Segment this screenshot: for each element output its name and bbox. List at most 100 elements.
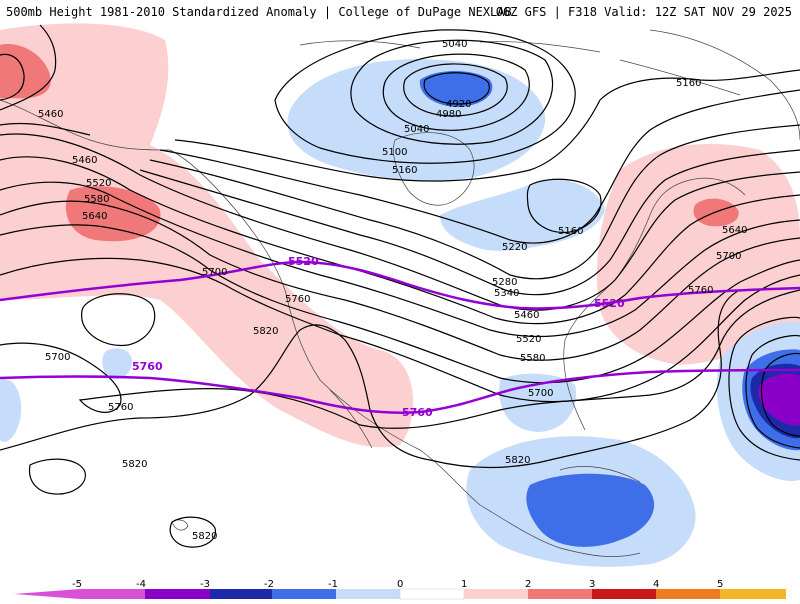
colorbar-tick-pos3: 3: [589, 579, 595, 590]
label-5820-b: 5820: [122, 459, 147, 470]
anomaly-colorbar: -5 -4 -3 -2 -1 0 1 2 3 4 5: [0, 577, 800, 600]
height-contours: [0, 24, 800, 548]
contour-atlantic-low-mid: [745, 334, 800, 449]
label-5460-west-b: 5460: [72, 155, 97, 166]
contour-labels: 5040 4920 4980 5040 5100 5160 5160 5160 …: [38, 39, 747, 542]
colorbar-right-arrow: [720, 589, 786, 599]
label-5580-west: 5580: [84, 194, 109, 205]
colorbar-segment-neg4: [145, 589, 210, 599]
negative-anomaly-great-lakes: [440, 179, 605, 251]
label-5820-d: 5820: [192, 531, 217, 542]
label-5700-east: 5700: [716, 251, 741, 262]
colorbar-segment-neutral: [399, 588, 465, 600]
colorbar-tick-pos1: 1: [461, 579, 467, 590]
colorbar-tick-pos2: 2: [525, 579, 531, 590]
contour-5100: [0, 29, 576, 164]
purple-label-5760-center: 5760: [402, 406, 433, 419]
contour-5640: [0, 224, 800, 384]
coastlines: [0, 29, 800, 557]
purple-label-5760-west: 5760: [132, 360, 163, 373]
label-5820-c: 5820: [505, 455, 530, 466]
extreme-negative-anomaly-atlantic-low: [758, 373, 800, 426]
north-america-coastline: [169, 149, 746, 557]
label-5700-west: 5700: [45, 352, 70, 363]
purple-label-5520-east: 5520: [594, 297, 625, 310]
contour-5580: [0, 200, 800, 361]
map-header: 500mb Height 1981-2010 Standardized Anom…: [0, 0, 800, 22]
label-5700-mid: 5700: [202, 267, 227, 278]
contour-5460: [0, 156, 800, 325]
contour-5280: [149, 124, 800, 280]
label-5520-west: 5520: [86, 178, 111, 189]
colorbar-tick-neg3: -3: [200, 579, 210, 590]
label-5040-top: 5040: [442, 39, 467, 50]
colorbar-segment-neg5: [80, 589, 145, 599]
anomaly-shading: [0, 23, 800, 567]
label-5700-south: 5700: [528, 388, 553, 399]
colorbar-segment-neg1: [336, 589, 400, 599]
hudson-bay-outline: [393, 132, 475, 206]
strong-negative-anomaly-hudson-bay: [419, 71, 493, 107]
colorbar-left-arrow: [14, 589, 80, 599]
hawaii-islands-outline: [171, 519, 189, 531]
baja-outline: [329, 389, 373, 449]
negative-anomaly-pacific-mid: [102, 348, 132, 380]
contour-5820-loop-south: [28, 458, 86, 495]
contour-4920: [423, 72, 490, 105]
moderate-negative-anomaly-caribbean: [526, 473, 655, 547]
label-5460-east: 5460: [514, 310, 539, 321]
strong-positive-anomaly-aleutians: [0, 44, 51, 99]
contour-aleutian-low: [0, 53, 25, 101]
label-5760-a: 5760: [285, 294, 310, 305]
highlighted-contours: [0, 260, 800, 414]
label-4920: 4920: [446, 99, 471, 110]
colorbar-tick-pos5: 5: [717, 579, 723, 590]
label-4980: 4980: [436, 109, 461, 120]
colorbar-tick-pos4: 4: [653, 579, 659, 590]
map-title: 500mb Height 1981-2010 Standardized Anom…: [6, 5, 512, 19]
contour-5340: [139, 149, 800, 296]
contour-4980: [403, 63, 508, 117]
colorbar-segment-pos2: [528, 589, 592, 599]
contour-5400: [0, 133, 800, 311]
label-5520-center: 5520: [516, 334, 541, 345]
negative-anomaly-pacific-west: [0, 379, 22, 442]
colorbar-segment-pos1: [464, 589, 528, 599]
colorbar-segment-pos4: [656, 589, 720, 599]
contour-5700-loop-pacific: [81, 293, 156, 347]
positive-anomaly-region-gulf-of-alaska: [0, 23, 414, 448]
purple-label-5520-west: 5520: [288, 255, 319, 268]
contour-5820: [0, 289, 741, 469]
contour-5820-hawaii: [169, 516, 216, 548]
label-5460-west-a: 5460: [38, 109, 63, 120]
label-5820-a: 5820: [253, 326, 278, 337]
contour-5040-inner: [382, 53, 530, 131]
label-5280: 5280: [492, 277, 517, 288]
purple-contour-5760: [0, 368, 800, 414]
strong-positive-anomaly-gulf: [65, 186, 161, 242]
label-5160-west: 5160: [558, 226, 583, 237]
label-5160-east: 5160: [676, 78, 701, 89]
colorbar-tick-neg4: -4: [136, 579, 146, 590]
label-5580-center: 5580: [520, 353, 545, 364]
cuba-outline: [559, 466, 641, 483]
label-5340: 5340: [494, 288, 519, 299]
colorbar-segment-neg2: [272, 589, 336, 599]
map-canvas: 5040 4920 4980 5040 5100 5160 5160 5160 …: [0, 23, 800, 567]
label-5640-east: 5640: [722, 225, 747, 236]
contour-5520: [0, 181, 800, 338]
colorbar-tick-neg2: -2: [264, 579, 274, 590]
label-5160-center: 5160: [392, 165, 417, 176]
label-5760-c: 5760: [108, 402, 133, 413]
colorbar-segment-pos3: [592, 589, 656, 599]
purple-contour-5520: [0, 260, 800, 310]
label-5220: 5220: [502, 242, 527, 253]
colorbar-tick-neg5: -5: [72, 579, 82, 590]
highlighted-contour-labels: 5520 5520 5760 5760: [132, 255, 625, 419]
contour-5220: [159, 89, 800, 244]
colorbar-tick-0: 0: [397, 579, 403, 590]
alaska-outline: [0, 99, 171, 151]
label-5640-west: 5640: [82, 211, 107, 222]
map-panel: 5040 4920 4980 5040 5100 5160 5160 5160 …: [0, 22, 800, 577]
contour-5760: [0, 289, 800, 429]
